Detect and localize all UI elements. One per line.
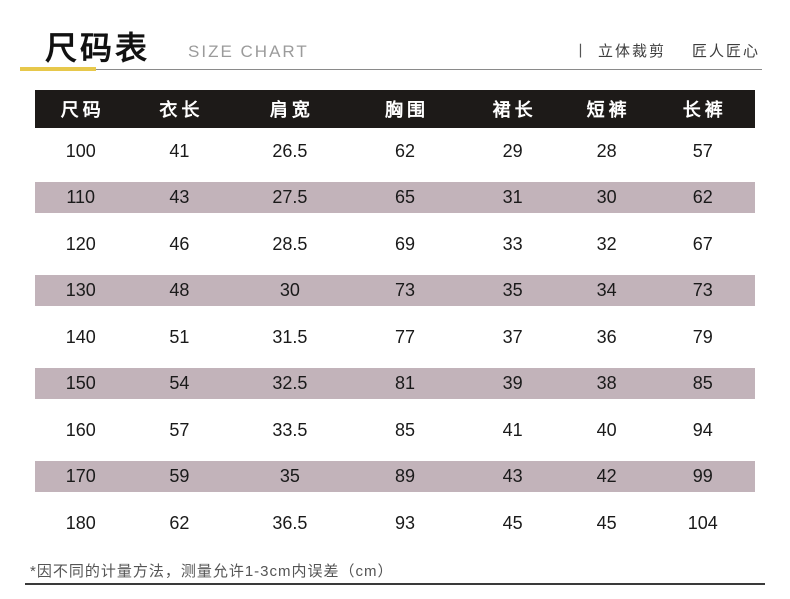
size-cell: 140 [65, 326, 96, 347]
table-row: 150 54 32.5 81 39 38 85 [35, 360, 755, 407]
value-cell: 41 [169, 140, 190, 161]
value-cell: 85 [692, 373, 713, 394]
column-header-6: 短裤 [586, 100, 631, 120]
measurement-footnote: *因不同的计量方法，测量允许1-3cm内误差（cm） [30, 562, 394, 580]
value-cell: 62 [692, 187, 713, 208]
page-title: 尺码表 [45, 29, 151, 66]
value-cell: 104 [687, 512, 718, 533]
size-cell: 120 [65, 233, 96, 254]
tagline-phrase-left: 立体裁剪 [597, 43, 666, 60]
column-header-4: 胸围 [385, 100, 430, 120]
size-cell: 100 [65, 140, 96, 161]
value-cell: 57 [692, 140, 713, 161]
page-header: 尺码表 SIZE CHART 丨立体裁剪 匠人匠心 [0, 0, 790, 71]
table-row: 100 41 26.5 62 29 28 57 [35, 128, 755, 175]
value-cell: 77 [395, 326, 416, 347]
value-cell: 99 [692, 466, 713, 487]
value-cell: 65 [395, 187, 416, 208]
value-cell: 33.5 [272, 419, 308, 440]
value-cell: 36.5 [272, 512, 308, 533]
column-header-2: 衣长 [159, 100, 204, 120]
value-cell: 42 [596, 466, 617, 487]
column-header-7: 长裤 [682, 100, 727, 120]
bottom-rule [25, 583, 765, 585]
table-row: 130 48 30 73 35 34 73 [35, 267, 755, 314]
value-cell: 27.5 [272, 187, 308, 208]
value-cell: 85 [395, 419, 416, 440]
value-cell: 46 [169, 233, 190, 254]
size-cell: 180 [65, 512, 96, 533]
value-cell: 45 [596, 512, 617, 533]
value-cell: 81 [395, 373, 416, 394]
value-cell: 73 [395, 280, 416, 301]
value-cell: 29 [502, 140, 523, 161]
header-rule [20, 66, 762, 71]
value-cell: 31.5 [272, 326, 308, 347]
size-table: 尺码 衣长 肩宽 胸围 裙长 短裤 长裤 100 41 26.5 62 29 28 57 110 43 27.… [35, 90, 755, 547]
value-cell: 93 [395, 512, 416, 533]
header-tagline: 丨立体裁剪 匠人匠心 [573, 40, 760, 66]
column-header-3: 肩宽 [269, 100, 314, 120]
value-cell: 28 [596, 140, 617, 161]
value-cell: 54 [169, 373, 190, 394]
gold-accent-bar [20, 67, 96, 71]
table-row: 170 59 35 89 43 42 99 [35, 453, 755, 500]
value-cell: 41 [502, 419, 523, 440]
value-cell: 79 [692, 326, 713, 347]
value-cell: 35 [279, 466, 300, 487]
value-cell: 43 [169, 187, 190, 208]
value-cell: 67 [692, 233, 713, 254]
value-cell: 48 [169, 280, 190, 301]
tagline-divider: 丨 [572, 43, 590, 60]
column-header-5: 裙长 [492, 100, 537, 120]
value-cell: 31 [502, 187, 523, 208]
value-cell: 32.5 [272, 373, 308, 394]
table-row: 120 46 28.5 69 33 32 67 [35, 221, 755, 268]
value-cell: 51 [169, 326, 190, 347]
value-cell: 35 [502, 280, 523, 301]
column-header-1: 尺码 [60, 100, 105, 120]
size-cell: 150 [65, 373, 96, 394]
table-row: 110 43 27.5 65 31 30 62 [35, 174, 755, 221]
table-row: 140 51 31.5 77 37 36 79 [35, 314, 755, 361]
value-cell: 40 [596, 419, 617, 440]
value-cell: 30 [279, 280, 300, 301]
value-cell: 69 [395, 233, 416, 254]
size-cell: 160 [65, 419, 96, 440]
size-table-header-row: 尺码 衣长 肩宽 胸围 裙长 短裤 长裤 [35, 90, 755, 128]
value-cell: 89 [395, 466, 416, 487]
value-cell: 94 [692, 419, 713, 440]
value-cell: 38 [596, 373, 617, 394]
value-cell: 73 [692, 280, 713, 301]
value-cell: 62 [395, 140, 416, 161]
size-table-body: 100 41 26.5 62 29 28 57 110 43 27.5 65 31 30 62 120 46 2… [35, 128, 755, 547]
value-cell: 36 [596, 326, 617, 347]
size-cell: 170 [65, 466, 96, 487]
table-row: 160 57 33.5 85 41 40 94 [35, 407, 755, 454]
size-cell: 110 [66, 187, 96, 208]
value-cell: 59 [169, 466, 190, 487]
value-cell: 43 [502, 466, 523, 487]
value-cell: 28.5 [272, 233, 308, 254]
value-cell: 30 [596, 187, 617, 208]
value-cell: 57 [169, 419, 190, 440]
value-cell: 32 [596, 233, 617, 254]
page-subtitle: SIZE CHART [188, 42, 309, 61]
value-cell: 39 [502, 373, 523, 394]
value-cell: 33 [502, 233, 523, 254]
tagline-phrase-right: 匠人匠心 [691, 43, 760, 60]
main-content: 尺码 衣长 肩宽 胸围 裙长 短裤 长裤 100 41 26.5 62 29 28 57 110 43 27.… [0, 90, 790, 581]
value-cell: 37 [502, 326, 523, 347]
value-cell: 34 [596, 280, 617, 301]
value-cell: 45 [502, 512, 523, 533]
table-row: 180 62 36.5 93 45 45 104 [35, 500, 755, 547]
size-cell: 130 [65, 280, 96, 301]
value-cell: 62 [169, 512, 190, 533]
value-cell: 26.5 [272, 140, 308, 161]
title-row: 尺码表 SIZE CHART 丨立体裁剪 匠人匠心 [0, 22, 790, 66]
